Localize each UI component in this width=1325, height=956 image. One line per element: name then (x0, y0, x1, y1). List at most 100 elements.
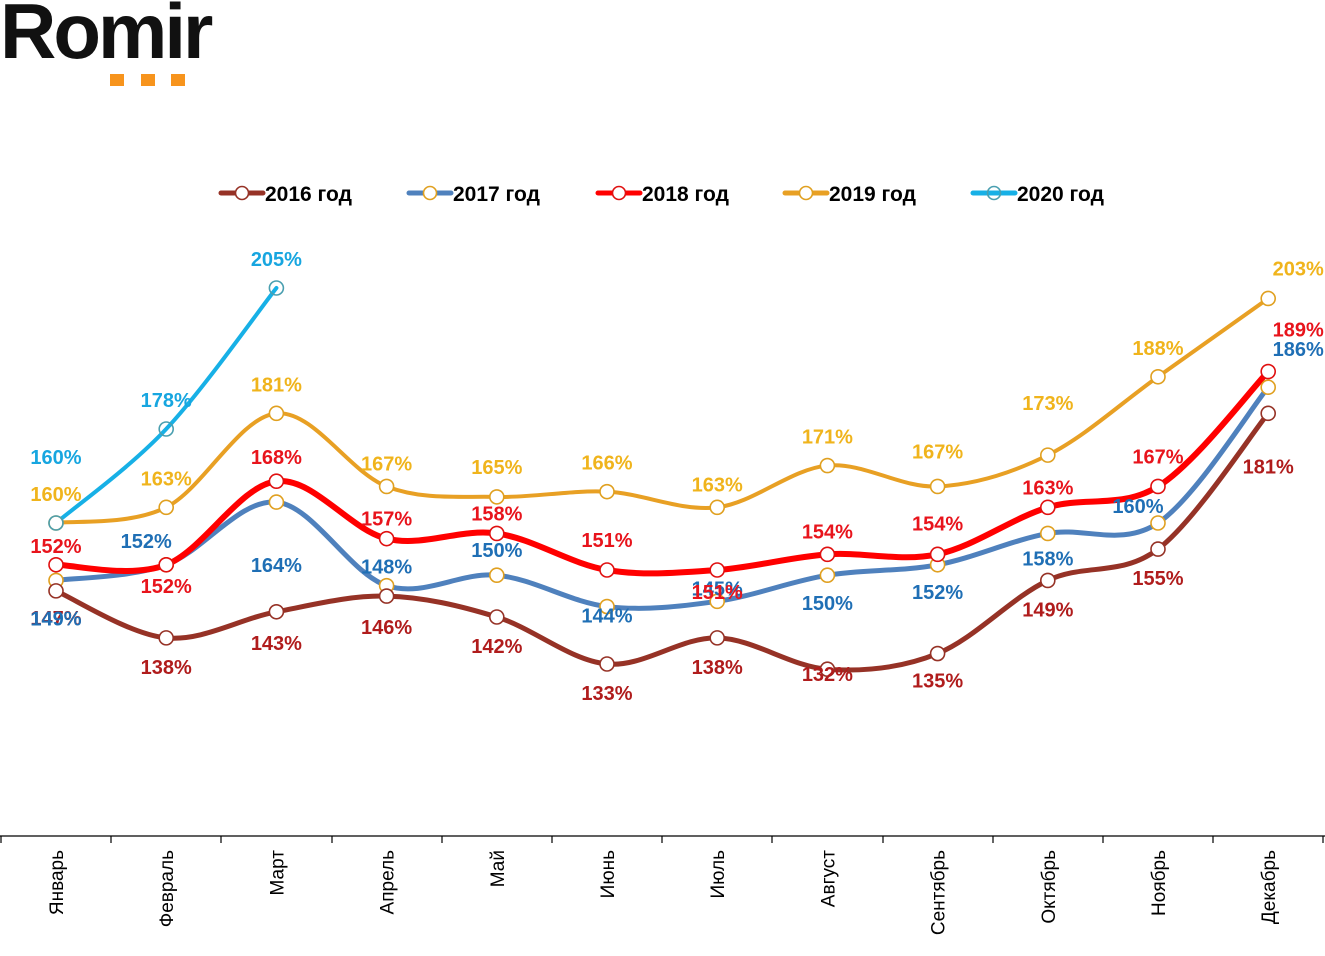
data-label-2016-год: 155% (1132, 568, 1183, 590)
x-tick-label: Май (488, 850, 509, 887)
legend-marker-swatch (611, 185, 627, 201)
data-point-2017-год (1260, 379, 1276, 396)
data-point-2016-год (378, 588, 395, 604)
data-point-2019-год (819, 457, 836, 474)
data-point-2019-год (1150, 368, 1166, 385)
data-label-2017-год: 144% (581, 606, 632, 628)
x-tick-label: Февраль (157, 850, 178, 927)
data-label-2016-год: 146% (361, 617, 412, 639)
data-label-2016-год: 132% (802, 664, 853, 686)
data-label-2018-год: 152% (141, 576, 192, 598)
legend-item-2016-год[interactable]: 2016 год (218, 183, 352, 206)
data-label-2019-год: 167% (912, 441, 963, 463)
legend-marker-swatch (422, 185, 438, 201)
data-label-2019-год: 166% (581, 453, 632, 475)
data-point-2016-год (268, 603, 285, 620)
legend-item-2019-год[interactable]: 2019 год (782, 183, 916, 206)
data-label-2017-год: 145% (692, 578, 743, 600)
data-point-2019-год (268, 405, 285, 422)
data-label-2016-год: 138% (692, 657, 743, 679)
data-point-2019-год (1040, 447, 1056, 463)
data-label-2019-год: 163% (141, 468, 192, 490)
romir-logo: Romir (0, 0, 213, 86)
data-point-2017-год (268, 494, 285, 510)
data-label-2017-год: 152% (121, 531, 172, 553)
data-label-2016-год: 143% (251, 633, 302, 655)
legend-label: 2020 год (1017, 183, 1104, 206)
data-point-2016-год (819, 661, 836, 678)
data-point-2018-год (819, 546, 836, 563)
x-tick-label: Июль (708, 850, 729, 899)
data-point-2017-год (599, 598, 615, 615)
data-label-2016-год: 135% (912, 671, 963, 693)
data-point-2017-год (709, 593, 726, 610)
data-label-2017-год: 158% (1022, 548, 1073, 570)
data-label-2019-год: 160% (30, 484, 81, 506)
data-label-2016-год: 142% (471, 636, 522, 658)
x-tick-label: Март (267, 850, 288, 896)
data-label-2018-год: 168% (251, 447, 302, 469)
data-point-2019-год (599, 483, 615, 500)
data-point-2018-год (378, 530, 395, 547)
data-label-2018-год: 158% (471, 503, 522, 525)
data-label-2019-год: 181% (251, 374, 302, 396)
x-tick-label: Июнь (598, 850, 619, 898)
data-point-2016-год (599, 656, 615, 672)
data-label-2017-год: 148% (361, 557, 412, 579)
data-point-2018-год (709, 562, 726, 578)
data-label-2019-год: 203% (1273, 258, 1324, 280)
data-point-2017-год (819, 567, 836, 584)
data-label-2018-год: 154% (802, 521, 853, 543)
data-label-2018-год: 151% (692, 582, 743, 604)
legend-item-2017-год[interactable]: 2017 год (406, 183, 540, 206)
x-tick-label: Октябрь (1039, 850, 1060, 924)
logo-text: Romir (0, 0, 213, 75)
legend-label: 2018 год (642, 183, 729, 206)
data-label-2017-год: 150% (471, 540, 522, 562)
data-label-2018-год: 154% (912, 513, 963, 535)
data-label-2019-год: 188% (1132, 338, 1183, 360)
data-label-2016-год: 181% (1243, 456, 1294, 478)
data-label-2016-год: 147% (30, 608, 81, 630)
data-point-2018-год (1040, 499, 1056, 516)
legend-item-2020-год[interactable]: 2020 год (970, 183, 1104, 206)
data-label-2018-год: 157% (361, 509, 412, 531)
legend-item-2018-год[interactable]: 2018 год (595, 183, 729, 206)
data-label-2018-год: 167% (1132, 446, 1183, 468)
data-point-2018-год (268, 473, 285, 490)
legend-marker-swatch (986, 185, 1002, 201)
data-point-2019-год (1260, 290, 1276, 307)
data-point-2016-год (1260, 405, 1276, 422)
data-point-2018-год (929, 546, 946, 563)
data-label-2019-год: 173% (1022, 393, 1073, 415)
legend: 2016 год 2017 год 2018 год 2019 год 2020 год (218, 183, 1104, 206)
data-point-2016-год (1040, 572, 1056, 589)
data-point-2019-год (378, 478, 395, 495)
data-point-2018-год (48, 556, 64, 573)
data-point-2016-год (709, 630, 726, 646)
x-tick-label: Сентябрь (929, 850, 950, 935)
data-label-2018-год: 152% (30, 536, 81, 558)
data-label-2019-год: 163% (692, 474, 743, 496)
x-tick-label: Ноябрь (1149, 850, 1170, 916)
x-tick-label: Август (818, 850, 839, 907)
x-tick-label: Апрель (378, 850, 399, 915)
data-point-2016-год (488, 609, 505, 625)
legend-label: 2019 год (829, 183, 916, 206)
x-axis: Январь Февраль Март Апрель Май Июнь Июль Август… (0, 835, 1325, 935)
data-label-2017-год: 149% (30, 608, 81, 630)
series-lines (53, 286, 1272, 673)
data-label-2017-год: 150% (802, 593, 853, 615)
x-tick-label: Декабрь (1259, 850, 1280, 924)
legend-marker-swatch (798, 185, 814, 201)
data-label-2018-год: 151% (581, 530, 632, 552)
data-label-2016-год: 133% (581, 683, 632, 705)
legend-marker-swatch (234, 185, 250, 201)
series-line-2019-год (54, 296, 1271, 525)
data-label-2016-год: 149% (1022, 599, 1073, 621)
legend-label: 2017 год (453, 183, 540, 206)
data-label-2018-год: 189% (1273, 320, 1324, 342)
data-point-2018-год (1150, 478, 1166, 495)
data-point-2018-год (158, 556, 174, 573)
